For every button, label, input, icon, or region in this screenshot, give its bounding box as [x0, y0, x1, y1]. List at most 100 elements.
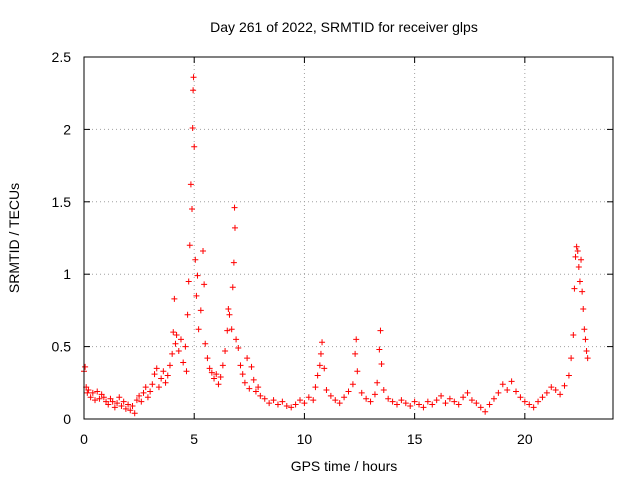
data-point — [94, 388, 101, 395]
data-point — [177, 336, 184, 343]
y-tick-label: 2.5 — [52, 49, 72, 65]
plot-frame — [83, 56, 614, 420]
data-point — [352, 350, 359, 357]
data-point — [274, 401, 281, 408]
data-point — [530, 404, 537, 411]
data-point — [226, 311, 233, 318]
data-point — [202, 340, 209, 347]
data-point — [353, 336, 360, 343]
data-point — [235, 345, 242, 352]
data-point — [125, 401, 132, 408]
data-point — [571, 285, 578, 292]
data-point — [131, 410, 138, 417]
data-point — [433, 397, 440, 404]
data-point — [572, 253, 579, 260]
data-point — [573, 243, 580, 250]
data-point — [170, 329, 177, 336]
data-point — [200, 248, 207, 255]
data-point — [579, 288, 586, 295]
data-point — [398, 397, 405, 404]
data-point — [305, 394, 312, 401]
data-point — [283, 402, 290, 409]
data-point — [195, 326, 202, 333]
data-point — [186, 242, 193, 249]
data-point — [363, 395, 370, 402]
data-point — [358, 389, 365, 396]
data-point — [153, 365, 160, 372]
data-point — [162, 379, 169, 386]
data-point — [517, 394, 524, 401]
data-point — [429, 401, 436, 408]
data-point — [279, 398, 286, 405]
data-point — [184, 311, 191, 318]
data-point — [374, 379, 381, 386]
data-point — [578, 256, 585, 263]
data-point — [292, 401, 299, 408]
data-point — [194, 272, 201, 279]
data-point — [248, 363, 255, 370]
x-tick-label: 15 — [407, 431, 423, 447]
data-point — [193, 292, 200, 299]
data-point — [575, 263, 582, 270]
data-point — [241, 379, 248, 386]
data-point — [127, 407, 134, 414]
data-point — [224, 327, 231, 334]
data-point — [451, 398, 458, 405]
data-point — [116, 394, 123, 401]
data-point — [446, 395, 453, 402]
data-point — [252, 388, 259, 395]
data-point — [82, 363, 89, 370]
y-axis-label: SRMTID / TECUs — [6, 183, 22, 293]
data-point — [490, 395, 497, 402]
data-point — [455, 401, 462, 408]
data-point — [144, 394, 151, 401]
data-point — [576, 278, 583, 285]
data-point — [244, 355, 251, 362]
data-point — [213, 371, 220, 378]
data-point — [317, 350, 324, 357]
data-point — [321, 365, 328, 372]
data-point — [217, 374, 224, 381]
data-point — [473, 400, 480, 407]
data-point — [201, 281, 208, 288]
x-tick-label: 0 — [80, 431, 88, 447]
data-point — [486, 401, 493, 408]
data-point — [85, 387, 92, 394]
data-point — [513, 388, 520, 395]
data-point — [266, 400, 273, 407]
data-point — [189, 206, 196, 213]
data-point — [543, 389, 550, 396]
data-point — [460, 394, 467, 401]
data-point — [151, 371, 158, 378]
data-point — [521, 398, 528, 405]
data-point — [508, 378, 515, 385]
data-point — [204, 355, 211, 362]
data-point — [225, 305, 232, 312]
data-point — [142, 384, 149, 391]
data-point — [319, 339, 326, 346]
data-point — [580, 305, 587, 312]
data-point — [175, 347, 182, 354]
data-point — [581, 326, 588, 333]
y-axis: 0 0.5 1 1.5 2 2.5 — [52, 49, 613, 427]
data-point — [323, 387, 330, 394]
gridlines — [84, 57, 613, 419]
data-point — [504, 387, 511, 394]
data-point — [219, 362, 226, 369]
data-point — [172, 340, 179, 347]
data-point — [133, 397, 140, 404]
data-point — [222, 347, 229, 354]
data-point — [129, 402, 136, 409]
data-point — [147, 388, 154, 395]
data-point — [568, 355, 575, 362]
y-tick-label: 1.5 — [52, 194, 72, 210]
data-point — [416, 401, 423, 408]
data-point — [345, 388, 352, 395]
x-tick-label: 5 — [190, 431, 198, 447]
data-point — [314, 372, 321, 379]
data-point — [197, 307, 204, 314]
data-point — [477, 404, 484, 411]
data-point — [122, 405, 129, 412]
data-point — [367, 398, 374, 405]
data-point — [155, 384, 162, 391]
